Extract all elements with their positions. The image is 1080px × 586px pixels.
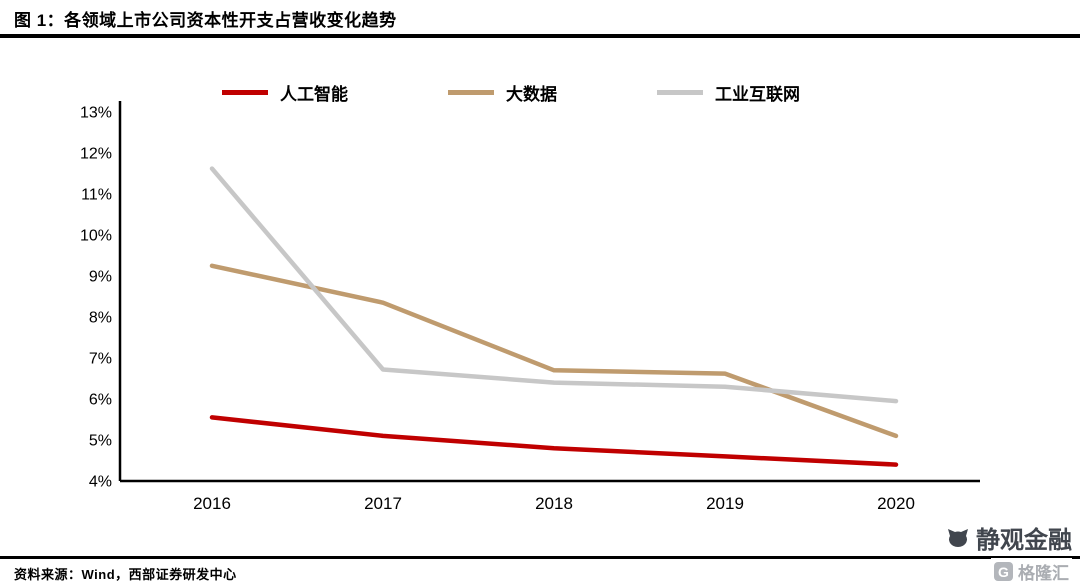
legend-swatch-industrial-internet <box>657 90 703 95</box>
y-tick-label: 12% <box>80 146 112 163</box>
footer-divider <box>0 556 1080 559</box>
cat-icon <box>948 528 968 547</box>
legend-label-bigdata: 大数据 <box>506 85 557 104</box>
y-tick-label: 7% <box>89 351 112 368</box>
gelonghui-logo-icon: G <box>994 562 1013 581</box>
y-tick-label: 5% <box>89 433 112 450</box>
figure-title: 图 1：各领域上市公司资本性开支占营收变化趋势 <box>14 11 397 30</box>
legend-swatch-bigdata <box>448 90 494 95</box>
y-tick-label: 11% <box>81 187 112 204</box>
legend-item-bigdata: 大数据 <box>448 80 557 105</box>
series-line-0 <box>209 415 899 467</box>
title-divider <box>0 34 1080 38</box>
chart-legend: 人工智能 大数据 工业互联网 <box>222 80 800 105</box>
y-tick-label: 6% <box>89 392 112 409</box>
series-line-2 <box>209 166 899 404</box>
x-tick-label: 2018 <box>535 494 573 513</box>
watermark: 静观金融 G 格隆汇 <box>947 520 1072 585</box>
line-chart: 4% 5% 6% 7% 8% 9% 10% 11% 12% 13% 2016 2017 2018 2019… <box>80 101 980 513</box>
x-tick-label: 2020 <box>877 494 915 513</box>
y-tick-label: 4% <box>89 474 112 491</box>
legend-item-industrial-internet: 工业互联网 <box>657 80 800 105</box>
watermark-brand-text: 静观金融 <box>976 527 1072 554</box>
legend-swatch-ai <box>222 90 268 95</box>
legend-item-ai: 人工智能 <box>222 80 348 105</box>
source-note: 资料来源：Wind，西部证券研发中心 <box>14 567 237 582</box>
gelonghui-logo: G 格隆汇 <box>991 558 1072 585</box>
x-tick-label: 2016 <box>193 494 231 513</box>
y-tick-label: 8% <box>89 310 112 327</box>
legend-label-industrial-internet: 工业互联网 <box>715 85 800 104</box>
watermark-brand: 静观金融 <box>947 520 1072 555</box>
legend-label-ai: 人工智能 <box>280 85 348 104</box>
y-tick-label: 13% <box>80 105 112 122</box>
series-line-1 <box>209 263 899 439</box>
gelonghui-logo-text: 格隆汇 <box>1018 564 1069 583</box>
x-tick-label: 2019 <box>706 494 744 513</box>
y-tick-label: 10% <box>80 228 112 245</box>
y-tick-label: 9% <box>89 269 112 286</box>
x-tick-label: 2017 <box>364 494 402 513</box>
